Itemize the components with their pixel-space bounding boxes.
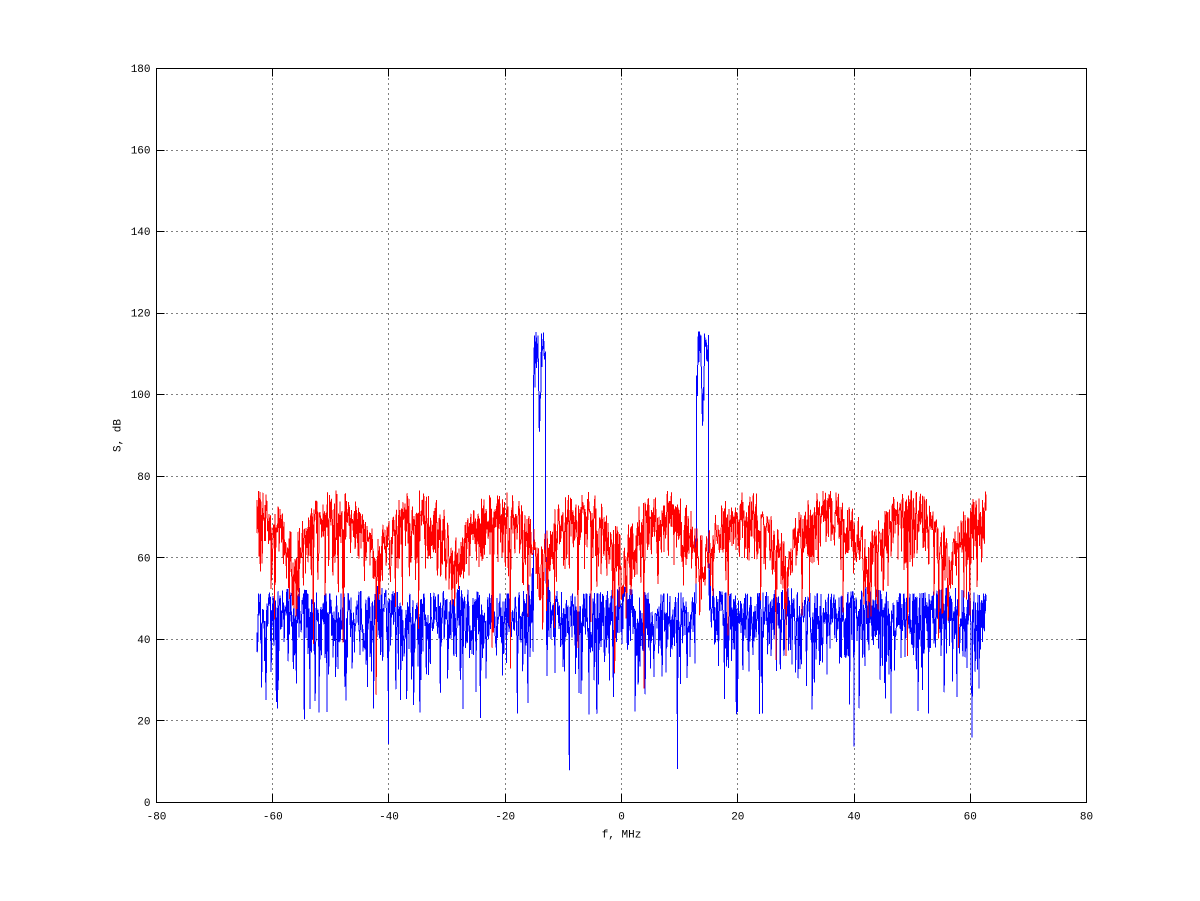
svg-text:40: 40 bbox=[137, 635, 150, 647]
svg-text:60: 60 bbox=[137, 553, 150, 565]
svg-text:100: 100 bbox=[131, 390, 151, 402]
svg-text:0: 0 bbox=[144, 798, 151, 810]
svg-text:-80: -80 bbox=[147, 812, 167, 824]
svg-text:60: 60 bbox=[964, 812, 977, 824]
svg-text:80: 80 bbox=[1080, 812, 1093, 824]
svg-text:f, MHz: f, MHz bbox=[602, 830, 642, 842]
svg-text:-40: -40 bbox=[379, 812, 399, 824]
svg-text:80: 80 bbox=[137, 472, 150, 484]
svg-text:0: 0 bbox=[618, 812, 625, 824]
svg-text:S, dB: S, dB bbox=[113, 419, 125, 452]
svg-text:160: 160 bbox=[131, 146, 151, 158]
svg-text:140: 140 bbox=[131, 227, 151, 239]
svg-text:-60: -60 bbox=[263, 812, 283, 824]
svg-text:20: 20 bbox=[137, 716, 150, 728]
svg-text:40: 40 bbox=[847, 812, 860, 824]
svg-text:20: 20 bbox=[731, 812, 744, 824]
svg-text:180: 180 bbox=[131, 64, 151, 76]
svg-text:-20: -20 bbox=[495, 812, 515, 824]
svg-text:120: 120 bbox=[131, 309, 151, 321]
